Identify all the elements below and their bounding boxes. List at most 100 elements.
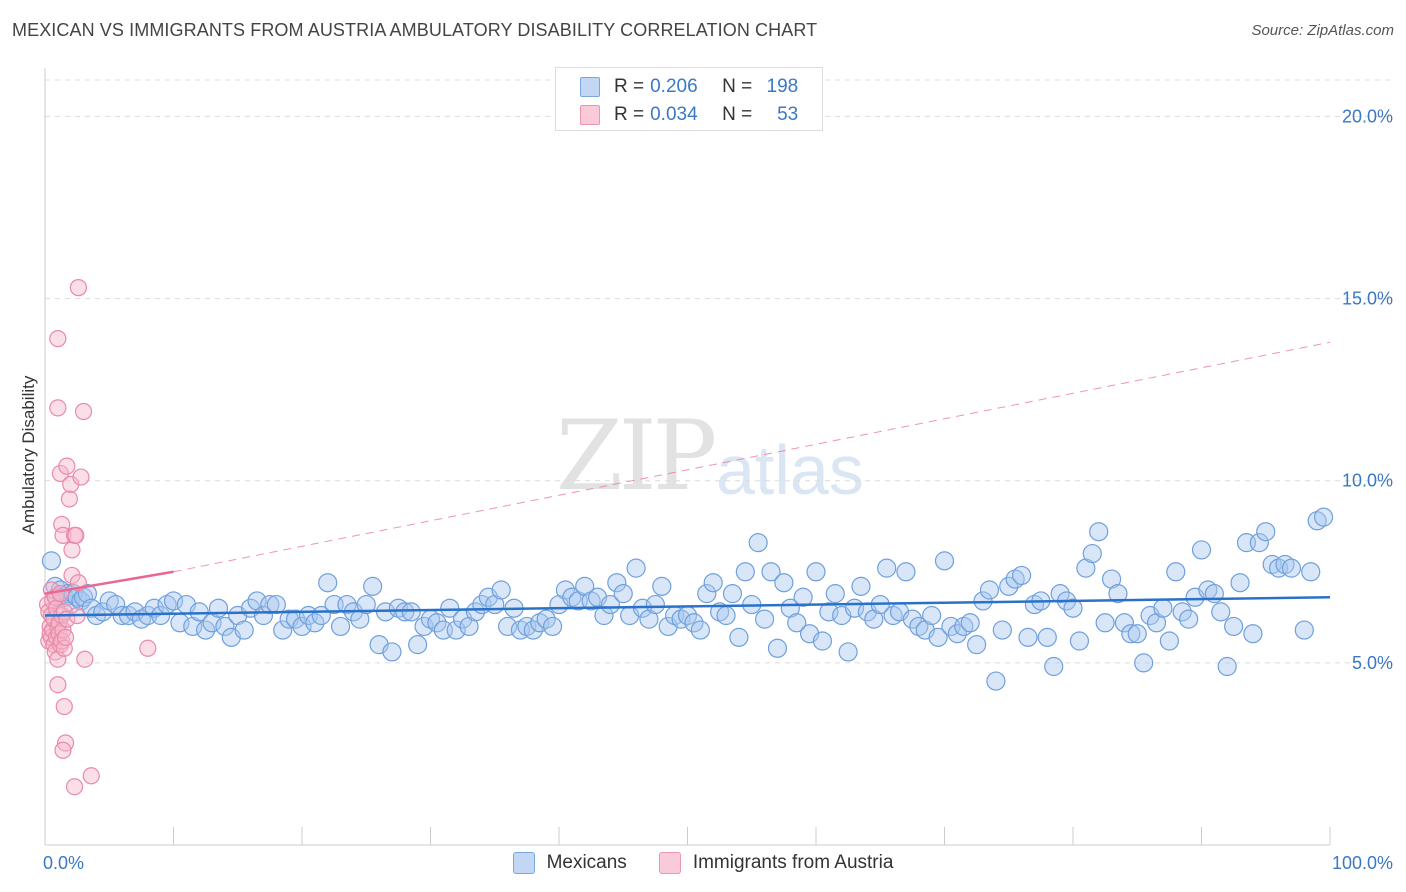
- mexicans-point: [825, 584, 845, 604]
- mexicans-point: [979, 580, 1000, 600]
- legend-swatch-blue: [580, 77, 600, 97]
- mexicans-point: [877, 558, 897, 578]
- mexicans-point: [1069, 631, 1090, 651]
- mexicans-point: [125, 602, 145, 622]
- mexicans-point: [684, 613, 704, 633]
- mexicans-point: [1159, 631, 1179, 651]
- mexicans-point: [986, 671, 1006, 691]
- mexicans-point: [1256, 522, 1276, 542]
- mexicans-point: [703, 573, 723, 593]
- mexicans-point: [960, 613, 980, 633]
- mexicans-point: [967, 635, 987, 655]
- y-tick-label: 20.0%: [1342, 106, 1393, 126]
- mexicans-point: [1275, 554, 1295, 575]
- axes: [44, 68, 1331, 846]
- legend-n-value: 198: [766, 76, 799, 97]
- mexicans-point: [1211, 602, 1231, 622]
- y-tick-label: 5.0%: [1352, 653, 1393, 673]
- mexicans-point: [838, 642, 858, 662]
- mexicans-point: [754, 609, 775, 629]
- mexicans-point: [1037, 627, 1057, 647]
- mexicans-point: [1281, 558, 1302, 578]
- mexicans-point: [1108, 584, 1128, 604]
- mexicans-point: [41, 551, 62, 571]
- austria-point: [49, 676, 67, 694]
- trend-lines: [173, 341, 1331, 573]
- mexicans-point: [1063, 598, 1083, 618]
- mexicans-point: [748, 533, 768, 553]
- watermark-atlas: atlas: [716, 431, 864, 509]
- mexicans-point: [613, 584, 633, 604]
- legend-n-value: 53: [777, 104, 799, 125]
- y-tick-label: 10.0%: [1342, 471, 1393, 491]
- mexicans-point: [1018, 627, 1038, 647]
- mexicans-point: [1224, 616, 1244, 637]
- mexicans-point: [819, 602, 839, 622]
- mexicans-point: [1313, 507, 1334, 527]
- mexicans-point: [71, 591, 91, 611]
- legend-item-austria[interactable]: Immigrants from Austria: [658, 852, 894, 874]
- mexicans-point: [408, 635, 428, 655]
- austria-point: [49, 650, 67, 668]
- mexicans-point: [356, 594, 376, 615]
- austria-point: [72, 468, 90, 486]
- austria-point: [58, 457, 76, 475]
- mexicans-point: [1114, 613, 1135, 633]
- mexicans-point: [787, 613, 807, 633]
- austria-point: [54, 741, 72, 759]
- mexicans-point: [902, 609, 922, 629]
- series-legend: Mexicans Immigrants from Austria: [0, 852, 1406, 874]
- mexicans-point: [1050, 584, 1070, 604]
- austria-point: [69, 279, 88, 297]
- tick-labels: 5.0% 10.0% 15.0% 20.0% 0.0% 100.0%: [43, 106, 1393, 873]
- mexicans-point: [710, 602, 730, 622]
- mexicans-point: [498, 616, 518, 637]
- austria-point: [139, 639, 157, 657]
- mexicans-point: [382, 642, 402, 662]
- mexicans-point: [388, 598, 408, 618]
- mexicans-point: [253, 605, 274, 626]
- austria-point: [49, 399, 67, 417]
- legend-n-label: N =: [722, 76, 753, 97]
- austria-point: [51, 585, 70, 603]
- y-axis-label: Ambulatory Disability: [19, 375, 38, 534]
- mexicans-point: [1307, 511, 1327, 531]
- mexicans-point: [761, 562, 781, 582]
- mexicans-point: [1011, 565, 1032, 586]
- mexicans-point: [716, 605, 736, 626]
- mexicans-point: [1044, 656, 1064, 677]
- mexicans-point: [163, 591, 184, 611]
- legend-row-austria: R = 0.034 N = 53: [580, 101, 798, 129]
- chart-source: Source: ZipAtlas.com: [1251, 22, 1394, 39]
- mexicans-point: [909, 616, 929, 637]
- austria-point: [76, 650, 94, 668]
- mexicans-point: [928, 627, 948, 647]
- mexicans-point: [555, 580, 576, 600]
- mexicans-point: [645, 594, 665, 615]
- mexicans-point: [671, 609, 691, 629]
- mexicans-point: [922, 605, 942, 626]
- mexicans-point: [491, 580, 511, 600]
- mexicans-trend-line: [44, 596, 1331, 617]
- legend-item-mexicans[interactable]: Mexicans: [512, 852, 627, 874]
- mexicans-point: [851, 576, 871, 596]
- mexicans-point: [99, 591, 119, 611]
- mexicans-point: [690, 620, 710, 640]
- legend-swatch-pink: [658, 852, 681, 874]
- mexicans-point: [292, 616, 312, 637]
- mexicans-point: [1005, 569, 1025, 589]
- mexicans-point: [883, 605, 903, 626]
- legend-label-austria: Immigrants from Austria: [692, 852, 894, 873]
- mexicans-point: [562, 587, 582, 607]
- mexicans-point: [260, 594, 280, 615]
- mexicans-point: [896, 562, 916, 582]
- legend-label-mexicans: Mexicans: [546, 852, 627, 873]
- mexicans-point: [600, 594, 621, 615]
- mexicans-point: [1082, 543, 1102, 564]
- austria-trend-line: [44, 570, 174, 595]
- austria-point: [65, 778, 84, 796]
- legend-r-label: R =: [614, 76, 645, 97]
- mexicans-point: [305, 613, 325, 633]
- legend-r-value: 0.034: [650, 104, 698, 125]
